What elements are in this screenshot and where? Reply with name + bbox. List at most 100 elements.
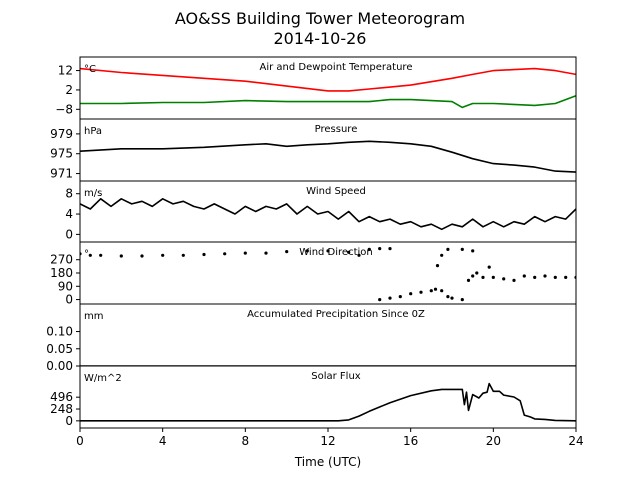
y-tick-label: 0.05 [46,342,73,356]
y-tick-label: 0 [65,293,73,307]
data-point [446,247,450,251]
data-point [502,277,506,281]
data-point [460,298,464,302]
panel-unit: m/s [84,188,102,199]
data-point [264,251,268,255]
data-point [243,251,247,255]
y-tick-label: 496 [50,390,73,404]
panel-title: Pressure [315,124,358,135]
data-point [367,247,371,251]
series-line-2 [80,95,576,109]
panel-title: Solar Flux [311,371,361,382]
y-tick-label: 0.10 [46,325,73,339]
panel-unit: hPa [84,126,102,137]
data-point [419,290,423,294]
figure-title-line2: 2014-10-26 [274,29,367,48]
panel-2: 979 975 971 hPa Pressure [50,118,577,182]
data-point [471,249,475,253]
data-point [398,295,402,299]
series-line-1 [80,140,576,173]
data-point [440,289,444,293]
x-tick-label: 0 [76,434,84,448]
y-tick-label: 979 [50,127,73,141]
data-point [202,252,206,257]
data-point [481,275,485,279]
y-tick-label: 4 [65,207,73,221]
x-tick-label: 16 [403,434,418,448]
panel-title: Wind Speed [306,186,366,197]
y-tick-label: 975 [50,147,73,161]
y-tick-label: 90 [58,279,73,293]
data-point [305,249,309,253]
data-point [285,250,289,254]
panel-title: Wind Direction [299,247,373,258]
panel-title: Air and Dewpoint Temperature [260,62,413,73]
panel-unit: mm [84,311,103,322]
data-point [553,275,557,279]
data-point [543,274,547,278]
data-point [347,250,351,254]
data-point [378,298,382,302]
data-point [429,289,433,293]
data-point [99,253,103,257]
data-point [161,253,165,257]
y-tick-label: 0 [65,414,73,428]
x-tick-label: 8 [242,434,250,448]
y-tick-label: −8 [55,102,73,116]
y-tick-label: 0.00 [46,359,73,373]
data-point [388,296,392,300]
y-tick-label: 12 [58,64,73,78]
data-point [378,247,382,251]
data-point [181,253,185,257]
data-point [475,271,479,275]
data-point [564,275,568,279]
panels-group: 12 2 −8 °C Air and Dewpoint Temperature 979 97… [46,56,577,429]
data-point [119,254,123,258]
data-point [88,253,92,257]
panel-unit: ° [84,249,89,260]
data-point [440,253,444,257]
data-point [446,295,450,299]
data-point [460,247,464,251]
data-point [409,292,413,296]
panel-title: Accumulated Precipitation Since 0Z [247,309,425,320]
data-point [512,278,516,282]
figure-title-line1: AO&SS Building Tower Meteorogram [175,9,465,28]
data-point [487,265,491,269]
series-line-1 [80,198,576,231]
y-tick-label: 0 [65,227,73,241]
data-point [450,296,454,300]
x-tick-label: 4 [159,434,167,448]
data-point [433,287,438,291]
x-tick-label: 12 [320,434,335,448]
data-point [471,274,475,278]
series-line-1 [80,67,576,92]
x-tick-label: 20 [486,434,501,448]
series-line-1 [80,382,576,422]
y-tick-label: 180 [50,266,73,280]
panel-5: 0.10 0.05 0.00 mm Accumulated Precipitation … [46,303,577,373]
data-point [435,264,440,268]
data-point [388,247,392,251]
y-tick-label: 8 [65,187,73,201]
y-tick-label: 270 [50,253,73,267]
data-point [491,275,495,279]
panel-unit: °C [84,64,96,75]
x-axis-label: Time (UTC) [294,455,361,469]
data-point [223,252,227,256]
data-point [140,254,144,258]
panel-3: 8 4 0 m/s Wind Speed [65,180,577,243]
data-point [522,274,526,278]
data-point [357,253,361,257]
data-point [466,278,471,282]
data-point [326,249,330,253]
panel-unit: W/m^2 [84,373,122,384]
y-tick-label: 248 [50,402,73,416]
data-point [533,275,537,279]
y-tick-label: 2 [65,83,73,97]
x-tick-label: 24 [568,434,583,448]
panel-1: 12 2 −8 °C Air and Dewpoint Temperature [55,56,577,120]
